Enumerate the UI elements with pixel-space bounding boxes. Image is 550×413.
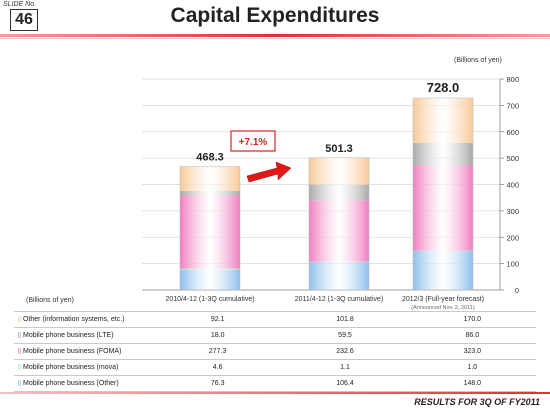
category-label: 2012/3 (Full-year forecast) [401,296,485,303]
table-cell: 101.8 [281,311,409,328]
slide-number-label: SLIDE No. [3,1,37,8]
total-label: 501.3 [325,143,353,155]
table-row: Mobile phone business (mova) 4.6 1.1 1.0 [14,359,536,376]
bar-segment [309,261,369,263]
table-row: Mobile phone business (LTE) 18.0 59.5 86… [14,327,536,344]
unit-label: (Billions of yen) [454,57,502,64]
series-name: Mobile phone business (FOMA) [23,348,122,355]
category-label: 2010/4-12 (1-3Q cumulative) [165,296,255,303]
table-cell: 106.4 [281,375,409,392]
total-label: 468.3 [196,151,224,163]
y-tick-label: 800 [506,75,519,84]
y-tick-label: 300 [506,207,519,216]
page-title: Capital Expenditures [170,4,380,27]
table-row: Mobile phone business (FOMA) 277.3 232.6… [14,343,536,360]
y-tick-label: 700 [506,101,519,110]
data-table: Other (information systems, etc.) 92.1 1… [14,311,536,392]
bar-outline [412,97,474,291]
y-tick-label: 200 [506,233,519,242]
table-cell: 92.1 [154,311,282,328]
slide-number: 46 [10,9,38,31]
table-cell: 59.5 [281,327,409,344]
y-tick-label: 500 [506,154,519,163]
bar-segment [413,250,473,290]
bar-segment [309,261,369,290]
bar-segment [180,268,240,270]
bar-segment [413,250,473,252]
bar-segment [413,142,473,166]
bar-outline [308,157,370,291]
series-name: Other (information systems, etc.) [23,316,125,323]
series-name: Mobile phone business (LTE) [23,332,114,339]
footer-divider [0,392,550,394]
bar-segment [180,269,240,290]
y-tick-label: 100 [506,260,519,269]
table-cell: 323.0 [408,343,536,360]
legend-swatch [18,380,21,386]
table-cell: 18.0 [154,327,282,344]
bar-segment [413,165,473,251]
title-divider [0,34,550,37]
bar-segment [413,97,473,143]
growth-badge [230,130,276,152]
title-divider-thin [0,38,550,39]
legend-swatch [18,332,21,338]
table-cell: 76.3 [154,375,282,392]
bar-segment [309,200,369,262]
table-cell: 1.0 [408,359,536,376]
series-name: Mobile phone business (mova) [23,364,119,371]
bar-segment [180,190,240,196]
table-cell: 4.6 [154,359,282,376]
table-cell: 277.3 [154,343,282,360]
table-cell: 232.6 [281,343,409,360]
table-cell: 170.0 [408,311,536,328]
table-cell: 148.0 [408,375,536,392]
y-tick-label: 0 [515,286,519,295]
growth-arrow-icon [246,161,292,183]
bar-segment [180,166,240,191]
forecast-note: (Announced Nov. 2, 2011) [411,305,475,311]
total-label: 728.0 [427,80,460,95]
table-row: Other (information systems, etc.) 92.1 1… [14,311,536,328]
y-tick-label: 600 [506,128,519,137]
growth-label: +7.1% [239,137,268,148]
legend-swatch [18,316,21,322]
footer-text: RESULTS FOR 3Q OF FY2011 [414,397,540,407]
table-row: Mobile phone business (Other) 76.3 106.4… [14,375,536,392]
bar-segment [309,184,369,201]
table-unit-label: (Billions of yen) [26,297,74,304]
y-tick-label: 400 [506,181,519,190]
legend-swatch [18,364,21,370]
table-cell: 86.0 [408,327,536,344]
series-name: Mobile phone business (Other) [23,380,119,387]
bar-outline [179,166,241,291]
bar-segment [309,157,369,185]
table-cell: 1.1 [281,359,409,376]
bar-segment [180,195,240,269]
legend-swatch [18,348,21,354]
category-label: 2011/4-12 (1-3Q cumulative) [294,296,384,303]
